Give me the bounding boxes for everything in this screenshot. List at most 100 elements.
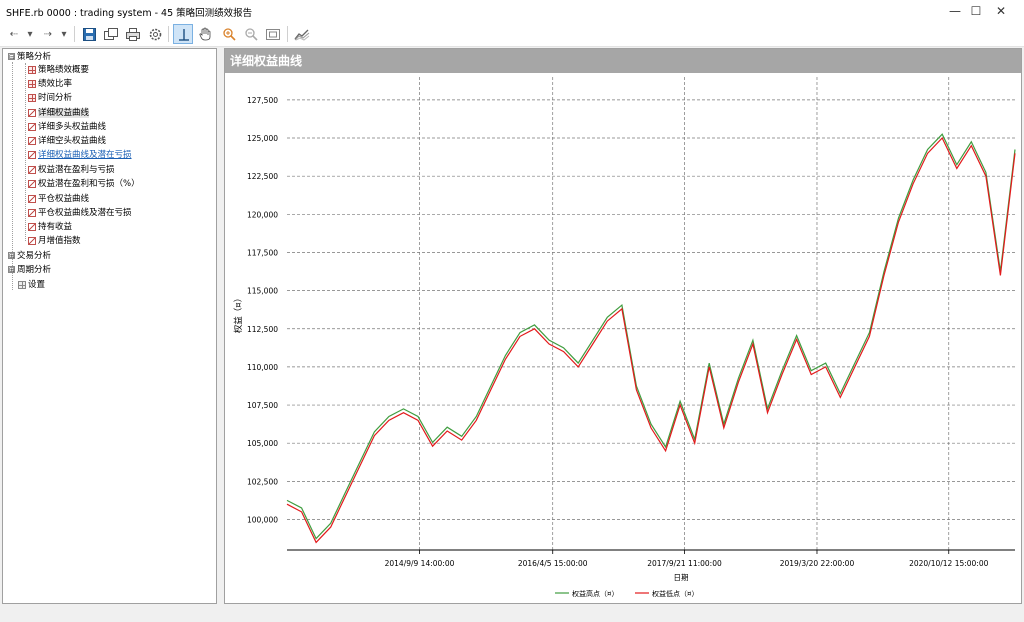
- forward-arrow-icon: ⇢: [43, 28, 53, 40]
- tree-item-closed-equity-curve[interactable]: 平仓权益曲线: [26, 193, 89, 206]
- y-tick-label: 100,000: [247, 515, 278, 524]
- chart-grid: [287, 77, 1015, 550]
- toolbar-separator: [168, 26, 169, 42]
- tree-item-label: 详细权益曲线及潜在亏损: [38, 150, 132, 160]
- line-chart-icon: [28, 179, 36, 188]
- tree-connector: [25, 63, 26, 241]
- printer-icon: [126, 27, 140, 41]
- copy-button[interactable]: [101, 24, 121, 44]
- pan-button[interactable]: [195, 24, 215, 44]
- x-tick-label: 2020/10/12 15:00:00: [909, 559, 989, 568]
- y-tick-label: 110,000: [247, 363, 278, 372]
- settings-button[interactable]: [145, 24, 165, 44]
- tree-group-label: 策略分析: [17, 52, 52, 62]
- hand-icon: [198, 27, 210, 41]
- tree-group-trade-analysis[interactable]: ⊞ 交易分析: [8, 250, 51, 263]
- y-tick-label: 127,500: [247, 96, 278, 105]
- chart-legend: 权益高点（¤） 权益低点（¤）: [555, 589, 698, 598]
- tree-item-closed-equity-drawdown[interactable]: 平仓权益曲线及潜在亏损: [26, 207, 132, 220]
- line-chart-icon: [28, 150, 36, 159]
- forward-button[interactable]: ⇢: [38, 24, 58, 44]
- save-icon: [82, 27, 96, 41]
- title-bar: SHFE.rb 0000 : trading system - 45 策略回测绩…: [0, 0, 1024, 22]
- zoom-out-button[interactable]: [241, 24, 261, 44]
- y-tick-label: 107,500: [247, 401, 278, 410]
- line-chart-icon: [28, 122, 36, 131]
- legend-label-high: 权益高点（¤）: [572, 589, 618, 598]
- y-tick-label: 115,000: [247, 287, 278, 296]
- tree-item-label: 详细空头权益曲线: [38, 136, 107, 146]
- tree-item-label: 月增值指数: [38, 236, 81, 246]
- tree-item-label: 详细权益曲线: [38, 108, 90, 118]
- chevron-down-icon: ▾: [61, 28, 67, 40]
- back-dropdown-button[interactable]: ▾: [24, 24, 36, 44]
- tree-item-settings[interactable]: 设置: [16, 279, 45, 292]
- tree-item-label: 详细多头权益曲线: [38, 122, 107, 132]
- y-tick-label: 105,000: [247, 439, 278, 448]
- line-chart-icon: [28, 236, 36, 245]
- tree-connector: [12, 62, 13, 290]
- y-tick-label: 112,500: [247, 325, 278, 334]
- expand-icon[interactable]: ⊞: [8, 252, 15, 260]
- x-tick-label: 2016/4/5 15:00:00: [518, 559, 588, 568]
- expand-icon[interactable]: ⊞: [8, 266, 15, 274]
- print-button[interactable]: [123, 24, 143, 44]
- equity-chart[interactable]: 100,000 102,500 105,000 107,500 110,000 112,5…: [225, 73, 1021, 603]
- tree-group-label: 交易分析: [17, 251, 52, 261]
- tree-item-potential-profit-loss-pct[interactable]: 权益潜在盈利和亏损（%）: [26, 178, 140, 191]
- tree-group-period-analysis[interactable]: ⊞ 周期分析: [8, 264, 51, 277]
- settings-grid-icon: [18, 280, 26, 289]
- fit-view-icon: [266, 28, 280, 40]
- collapse-icon[interactable]: ⊟: [8, 53, 15, 61]
- minimize-button[interactable]: —: [949, 4, 961, 18]
- tree-item-long-equity-curve[interactable]: 详细多头权益曲线: [26, 121, 106, 134]
- tree-item-potential-profit-loss[interactable]: 权益潜在盈利与亏损: [26, 164, 115, 177]
- zoom-out-icon: [244, 27, 258, 41]
- series-low-line: [286, 136, 1016, 544]
- tree-item-detailed-equity-curve[interactable]: 详细权益曲线: [26, 107, 90, 120]
- tree-group-label: 周期分析: [17, 265, 52, 275]
- panel-title: 详细权益曲线: [225, 49, 1021, 73]
- tree-item-label: 权益潜在盈利和亏损（%）: [38, 179, 140, 189]
- tree-item-performance-ratio[interactable]: 绩效比率: [26, 78, 72, 91]
- zoom-in-button[interactable]: [219, 24, 239, 44]
- line-chart-icon: [28, 136, 36, 145]
- back-button[interactable]: ⇠: [4, 24, 24, 44]
- y-tick-label: 122,500: [247, 172, 278, 181]
- tree-item-label: 设置: [28, 280, 46, 290]
- tree-group-strategy-analysis[interactable]: ⊟ 策略分析: [8, 51, 51, 64]
- close-button[interactable]: ✕: [995, 4, 1007, 18]
- table-icon: [28, 93, 36, 102]
- tree-item-label: 策略绩效概要: [38, 65, 90, 75]
- y-tick-label: 102,500: [247, 477, 278, 486]
- chart-options-button[interactable]: [292, 24, 312, 44]
- y-tick-label: 117,500: [247, 248, 278, 257]
- tree-item-holding-return[interactable]: 持有收益: [26, 221, 72, 234]
- toolbar-separator: [287, 26, 288, 42]
- line-chart-icon: [28, 222, 36, 231]
- series-high-line: [286, 133, 1016, 540]
- tree-item-performance-summary[interactable]: 策略绩效概要: [26, 64, 89, 77]
- x-axis-ticks: 2014/9/9 14:00:00 2016/4/5 15:00:00 2017/9…: [385, 550, 989, 568]
- forward-dropdown-button[interactable]: ▾: [58, 24, 70, 44]
- x-tick-label: 2014/9/9 14:00:00: [385, 559, 455, 568]
- table-icon: [28, 65, 36, 74]
- toolbar-separator: [74, 26, 75, 42]
- tree-item-label: 持有收益: [38, 222, 73, 232]
- tree-item-label: 绩效比率: [38, 79, 73, 89]
- toolbar: ⇠ ▾ ⇢ ▾: [0, 22, 1024, 47]
- tree-item-short-equity-curve[interactable]: 详细空头权益曲线: [26, 135, 106, 148]
- x-tick-label: 2017/9/21 11:00:00: [647, 559, 722, 568]
- maximize-button[interactable]: ☐: [970, 4, 982, 18]
- tree-item-equity-curve-drawdown[interactable]: 详细权益曲线及潜在亏损: [26, 149, 132, 162]
- back-arrow-icon: ⇠: [9, 28, 19, 40]
- fit-view-button[interactable]: [263, 24, 283, 44]
- save-button[interactable]: [79, 24, 99, 44]
- tree-item-monthly-index[interactable]: 月增值指数: [26, 235, 81, 248]
- crosshair-button[interactable]: [173, 24, 193, 44]
- tree-item-time-analysis[interactable]: 时间分析: [26, 92, 72, 105]
- line-chart-icon: [28, 108, 36, 117]
- y-axis-label: 权益（¤）: [233, 294, 244, 333]
- line-chart-icon: [28, 165, 36, 174]
- x-tick-label: 2019/3/20 22:00:00: [780, 559, 855, 568]
